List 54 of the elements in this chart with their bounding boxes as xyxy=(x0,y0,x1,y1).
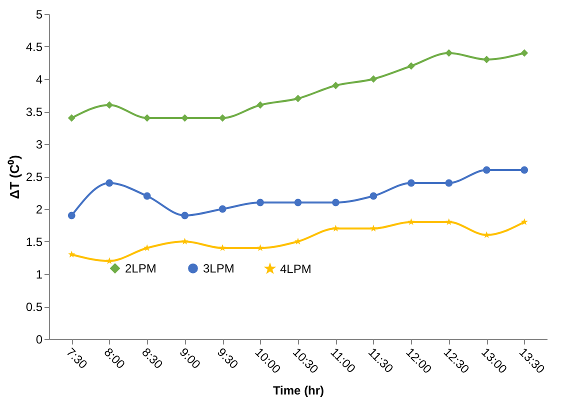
y-tick-label: 4 xyxy=(36,72,43,86)
point xyxy=(408,218,415,225)
point xyxy=(482,166,490,174)
x-tick-label: 9:00 xyxy=(176,345,204,372)
y-tick-label: 1 xyxy=(36,268,43,282)
point xyxy=(407,62,415,70)
point xyxy=(218,114,226,122)
point xyxy=(106,179,114,187)
y-tick-label: 2 xyxy=(36,202,43,216)
point xyxy=(294,94,302,102)
point xyxy=(445,218,452,225)
point xyxy=(520,166,528,174)
x-tick-label: 8:00 xyxy=(101,345,128,372)
point xyxy=(332,198,340,206)
x-axis-title: Time (hr) xyxy=(272,384,324,398)
point xyxy=(106,101,114,109)
y-tick-label: 3 xyxy=(36,138,43,152)
point xyxy=(68,250,76,258)
y-tick-label: 3.5 xyxy=(26,105,43,119)
point xyxy=(445,49,453,57)
point xyxy=(482,56,490,64)
point xyxy=(483,231,490,238)
y-tick-label: 5 xyxy=(36,8,43,22)
y-axis-title: ΔT (C⁰) xyxy=(6,155,22,199)
point xyxy=(181,212,189,220)
point xyxy=(68,212,76,220)
y-tick-label: 1.5 xyxy=(26,235,43,249)
y-tick-label: 2.5 xyxy=(26,170,43,184)
legend-label: 3LPM xyxy=(203,261,234,276)
point xyxy=(143,114,151,122)
x-tick-label: 9:30 xyxy=(214,345,242,372)
point xyxy=(294,198,302,206)
point xyxy=(256,198,264,206)
point xyxy=(370,192,378,200)
point xyxy=(370,75,378,83)
point xyxy=(181,238,188,244)
y-tick-label: 0 xyxy=(36,332,43,346)
y-tick-label: 4.5 xyxy=(26,40,43,54)
point xyxy=(143,192,151,200)
point xyxy=(332,224,340,232)
x-tick-label: 8:30 xyxy=(139,345,166,372)
point xyxy=(256,244,264,251)
point xyxy=(370,224,377,232)
point xyxy=(520,218,528,225)
legend-label: 2LPM xyxy=(125,261,156,276)
point xyxy=(219,244,226,251)
legend-label: 4LPM xyxy=(280,262,312,276)
y-tick-label: 0.5 xyxy=(26,300,43,314)
point xyxy=(106,257,113,264)
point xyxy=(68,114,76,122)
point xyxy=(520,49,528,57)
point xyxy=(445,179,453,187)
point xyxy=(218,205,226,213)
point xyxy=(407,179,415,187)
